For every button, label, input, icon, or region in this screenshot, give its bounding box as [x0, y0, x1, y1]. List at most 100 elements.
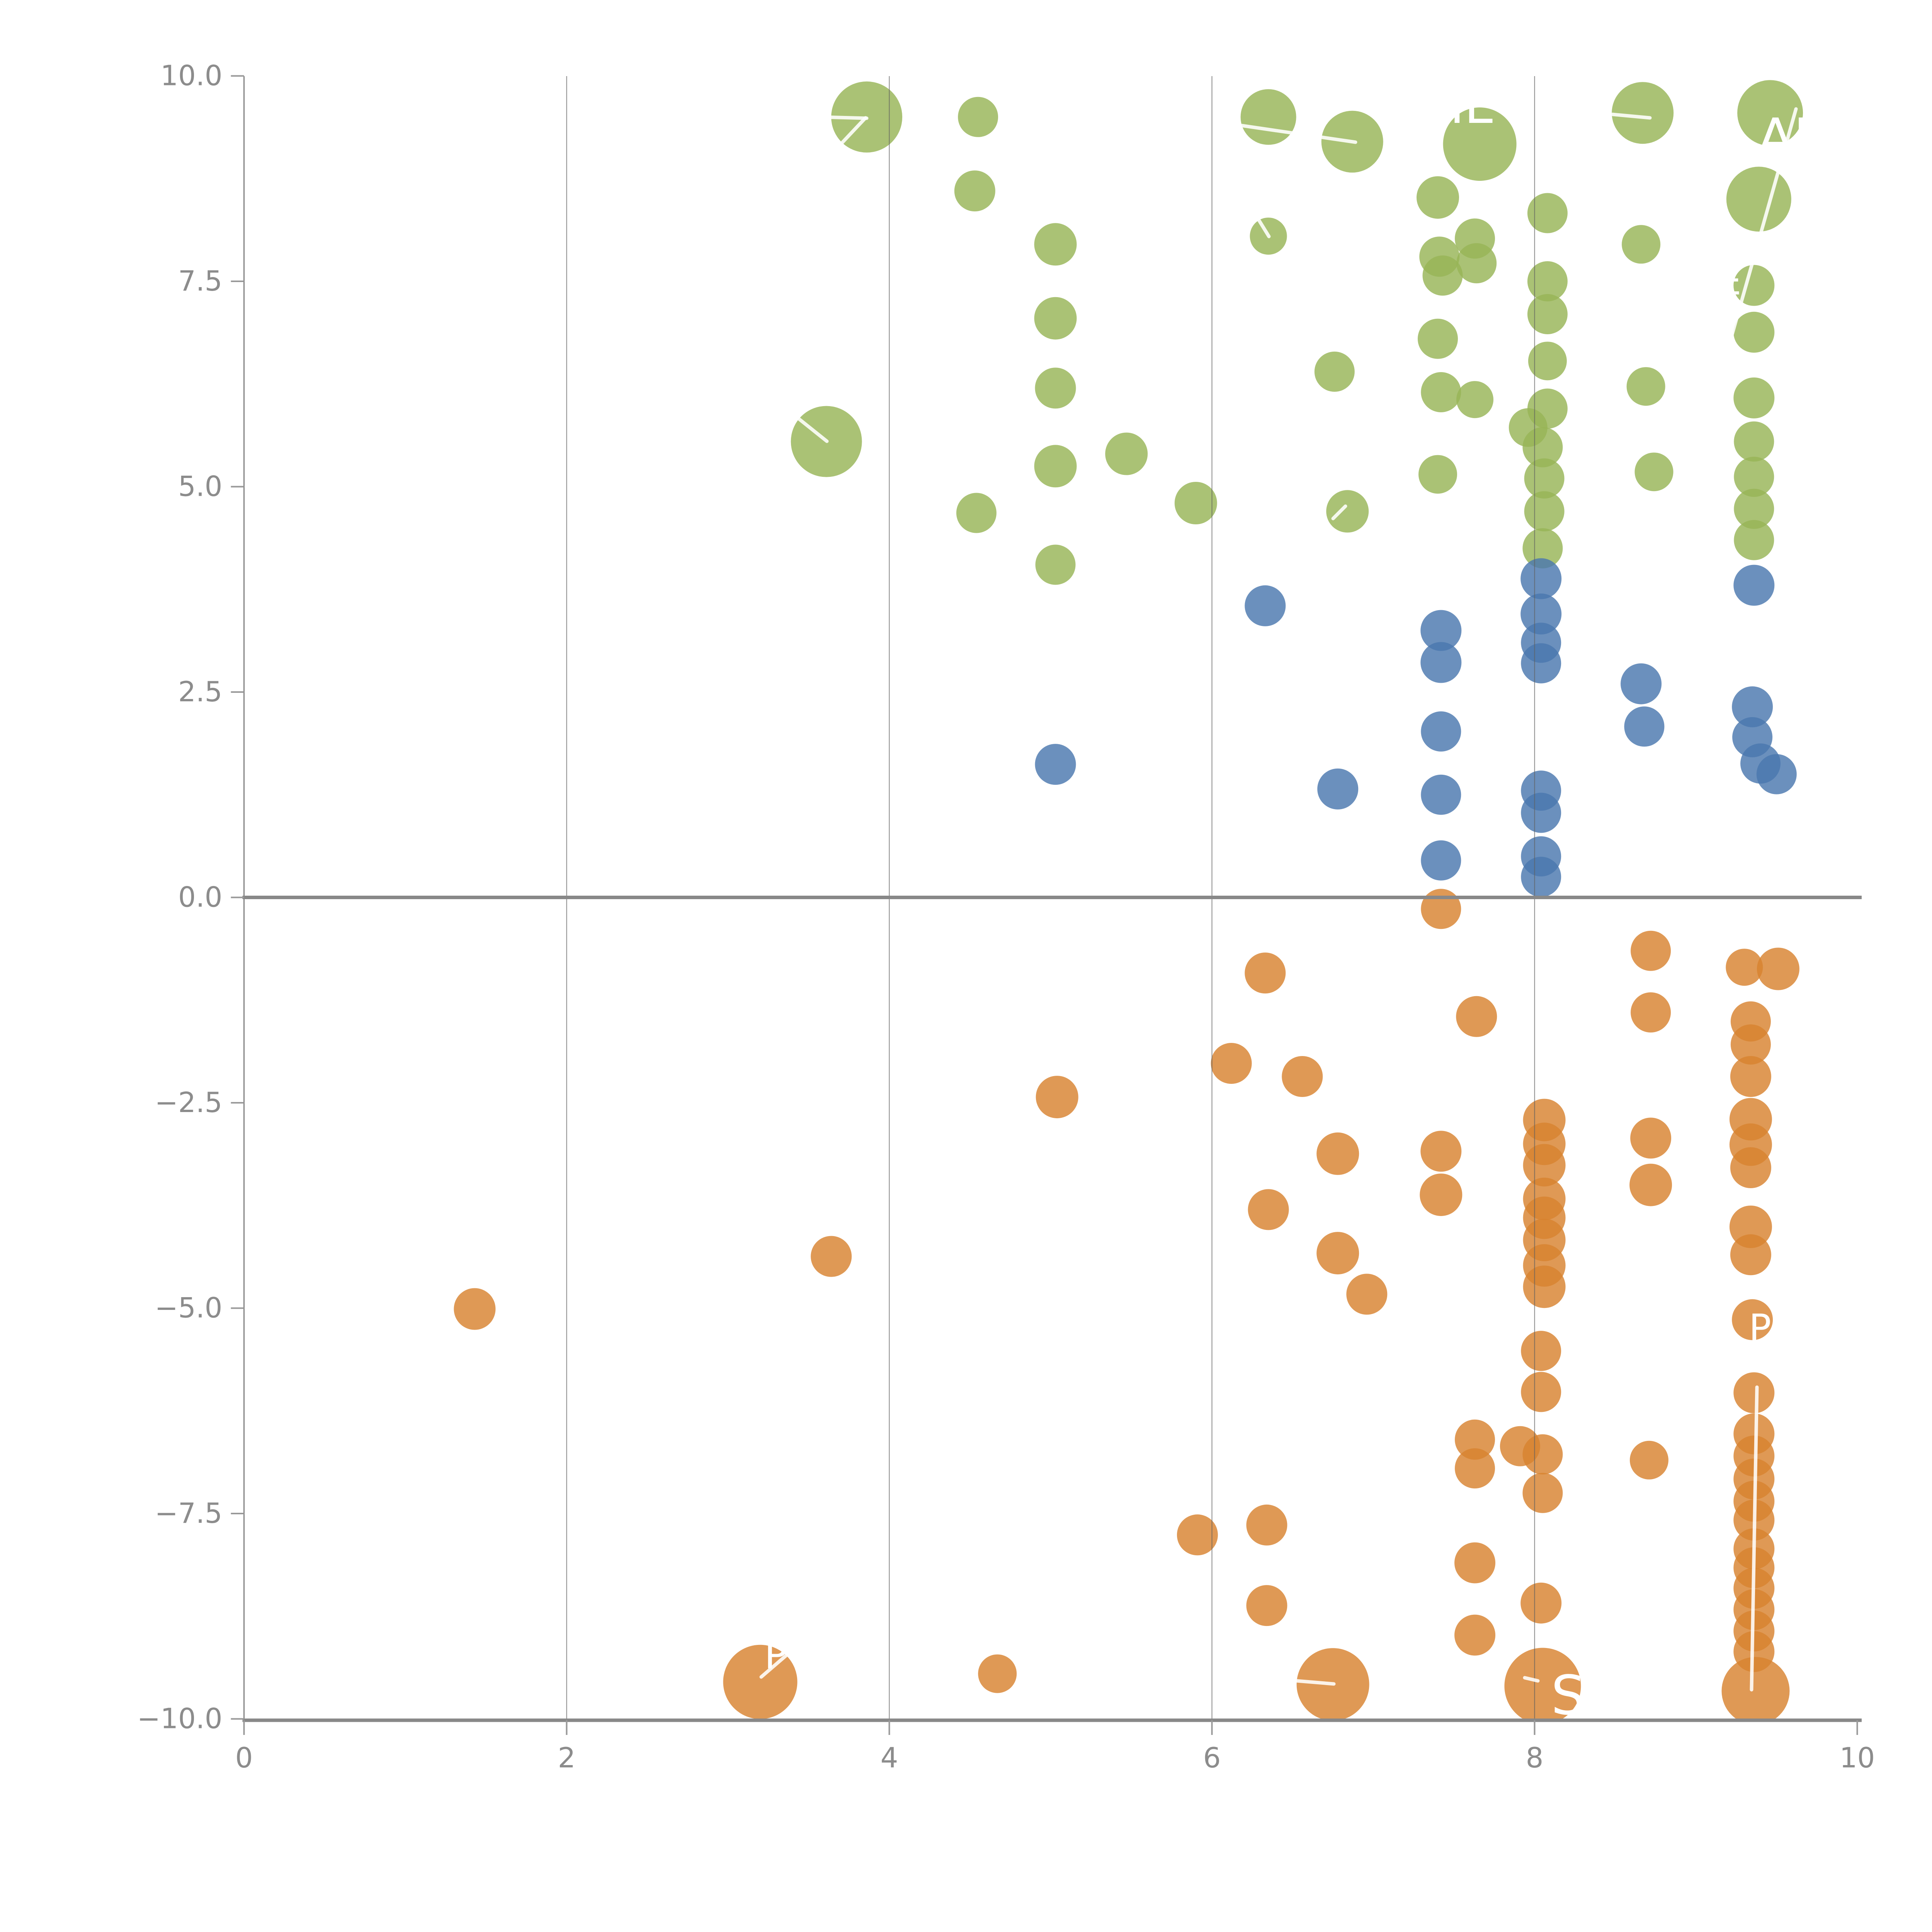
data-point — [1733, 311, 1775, 353]
data-point — [1456, 996, 1497, 1037]
data-marks-layer — [454, 80, 1803, 1720]
series-orange-group — [454, 889, 1799, 1720]
data-point — [1420, 642, 1462, 683]
data-point — [1420, 610, 1462, 651]
x-tick-label-5: 10 — [1840, 1742, 1875, 1774]
x-tick-label-4: 8 — [1526, 1742, 1544, 1774]
label-leader-line-9 — [759, 1651, 791, 1679]
data-point — [1523, 1144, 1566, 1187]
data-point — [1733, 377, 1775, 418]
data-point — [1734, 488, 1774, 529]
data-point — [1456, 381, 1493, 418]
bubble-label-E: E — [1718, 260, 1742, 303]
data-point — [1454, 1614, 1495, 1656]
data-point — [1520, 594, 1562, 634]
data-point — [1418, 318, 1458, 359]
data-point — [1455, 1448, 1495, 1489]
data-point — [1624, 706, 1665, 747]
data-point — [1630, 1117, 1672, 1159]
label-leader-line-2 — [1240, 124, 1357, 144]
data-point — [1454, 1542, 1495, 1583]
x-tick-label-0: 0 — [235, 1742, 253, 1774]
data-point — [1527, 388, 1568, 429]
data-point — [1316, 1232, 1359, 1275]
data-point — [1417, 176, 1459, 219]
y-tick-label-6: −5.0 — [155, 1292, 223, 1324]
y-tick-label-8: −10.0 — [137, 1702, 223, 1735]
data-point — [1721, 1657, 1790, 1720]
bubble-label-S: S — [1551, 1664, 1585, 1727]
data-point — [1621, 663, 1662, 704]
data-point — [1240, 89, 1296, 145]
data-point — [1733, 565, 1775, 606]
x-tick-label-1: 2 — [558, 1742, 576, 1774]
data-point — [1245, 952, 1286, 994]
label-leader-line-1 — [782, 116, 867, 206]
data-point — [1420, 1173, 1463, 1216]
data-point — [1520, 558, 1562, 599]
label-leader-line-3 — [1611, 112, 1652, 120]
data-point — [1521, 1331, 1561, 1371]
data-point — [1629, 1440, 1668, 1480]
data-point — [1732, 1299, 1773, 1340]
data-point — [1522, 1473, 1563, 1513]
data-point — [1105, 432, 1148, 475]
data-point — [1456, 243, 1497, 284]
data-point — [1524, 491, 1565, 532]
data-point — [1177, 1514, 1218, 1556]
data-point — [958, 97, 998, 137]
label-leader-line-11 — [1523, 1676, 1540, 1683]
x-tick-label-3: 6 — [1203, 1742, 1221, 1774]
data-point — [1528, 342, 1567, 381]
data-point — [1035, 544, 1076, 585]
data-point — [454, 1288, 496, 1330]
data-point — [1634, 452, 1673, 492]
data-point — [1521, 857, 1561, 897]
y-tick-label-4: 0.0 — [178, 881, 223, 913]
data-point — [1174, 482, 1217, 524]
data-point — [1245, 585, 1286, 626]
data-point — [1521, 793, 1561, 833]
data-point — [1316, 1132, 1359, 1175]
data-point — [1034, 223, 1077, 266]
data-point — [1246, 1504, 1287, 1546]
data-point — [1036, 1076, 1078, 1119]
data-point — [1732, 686, 1773, 728]
series-green-group — [791, 80, 1803, 585]
data-point — [1504, 1648, 1581, 1720]
data-point — [1522, 427, 1563, 468]
y-tick-label-1: 7.5 — [178, 265, 223, 297]
y-tick-label-0: 10.0 — [160, 60, 222, 92]
data-point — [1631, 992, 1671, 1033]
data-point — [956, 493, 997, 533]
data-point — [1418, 455, 1457, 494]
data-point — [1631, 930, 1671, 971]
data-point — [1455, 1419, 1495, 1460]
data-point — [1520, 1582, 1562, 1624]
data-point — [954, 170, 995, 212]
data-point — [1246, 1585, 1287, 1626]
data-point — [1326, 490, 1369, 533]
data-point — [1346, 1274, 1388, 1315]
data-point — [1734, 520, 1774, 560]
data-point — [1730, 1234, 1771, 1276]
data-point — [1034, 445, 1077, 488]
data-point — [1314, 351, 1355, 392]
series-blue-group — [1035, 558, 1797, 897]
data-point — [811, 1236, 852, 1277]
data-point — [1626, 367, 1665, 406]
data-point — [1421, 711, 1461, 752]
data-point — [1726, 167, 1791, 232]
bubble-label-P: P — [764, 1633, 787, 1678]
data-point — [1756, 754, 1797, 794]
data-point — [1629, 1163, 1672, 1206]
data-point — [1035, 367, 1076, 409]
label-leader-line-6 — [794, 415, 829, 443]
data-point — [1726, 949, 1763, 986]
data-point — [1757, 947, 1799, 990]
label-leader-line-7 — [1331, 504, 1347, 520]
data-point — [1522, 528, 1563, 568]
data-point — [1443, 107, 1517, 181]
data-point — [1211, 1043, 1252, 1084]
data-point — [1317, 768, 1359, 810]
